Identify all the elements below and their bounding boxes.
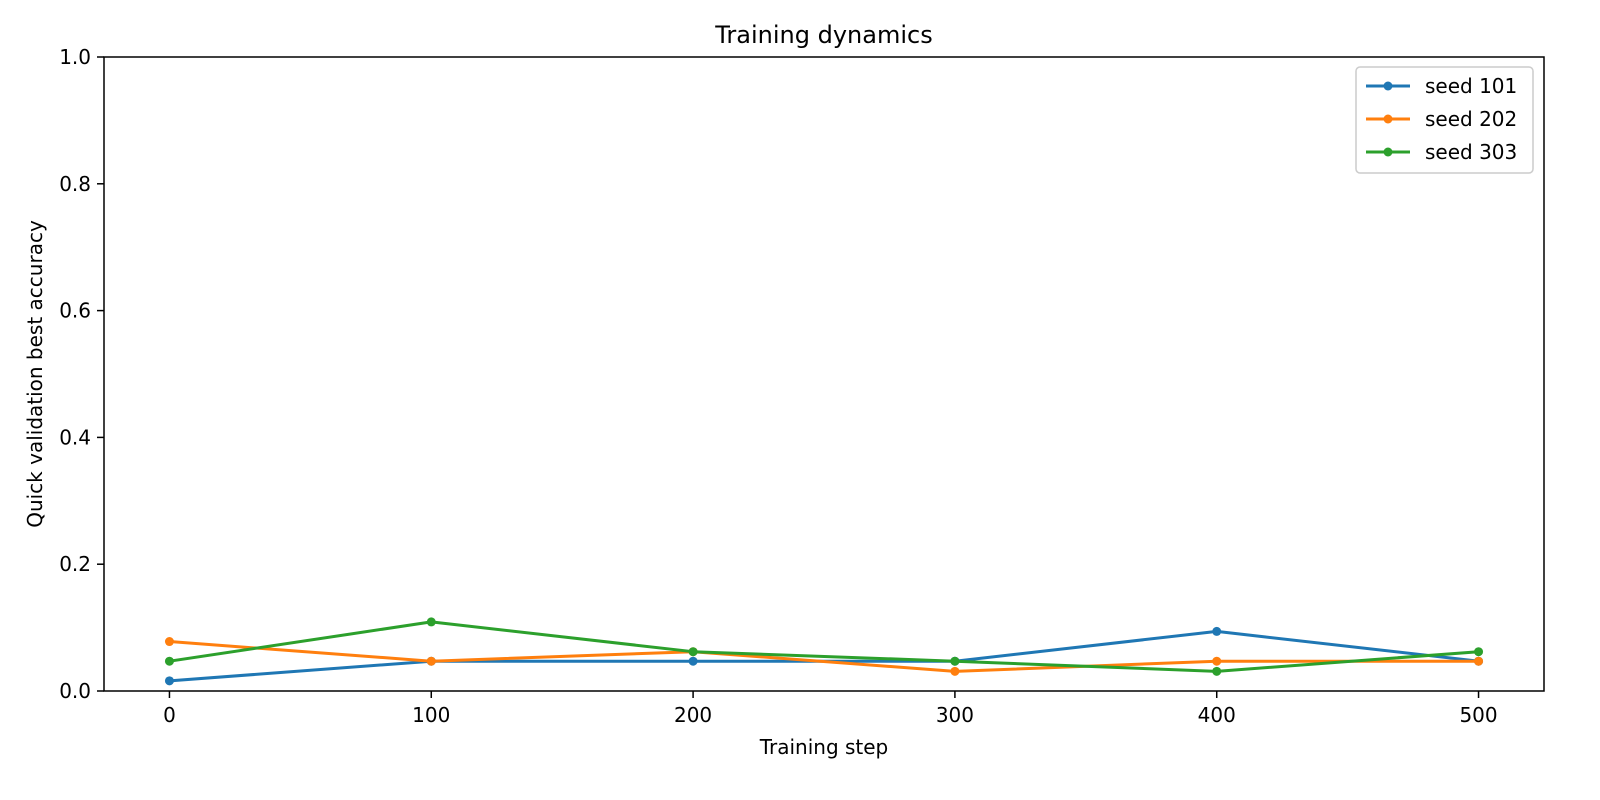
x-tick-label: 300 [936, 703, 974, 727]
data-point-series-3 [164, 656, 174, 666]
data-point-series-2 [1474, 656, 1484, 666]
data-point-series-1 [688, 656, 698, 666]
y-tick-label: 0.8 [59, 172, 91, 196]
data-point-series-3 [426, 617, 436, 627]
legend-label-series-3: seed 303 [1425, 140, 1517, 164]
legend-marker-series-1 [1383, 81, 1393, 91]
data-point-series-2 [164, 637, 174, 647]
x-axis-label: Training step [759, 735, 889, 759]
y-tick-label: 0.0 [59, 679, 91, 703]
x-tick-label: 100 [412, 703, 450, 727]
legend-box [1355, 66, 1534, 174]
data-point-series-2 [426, 656, 436, 666]
y-tick-label: 0.6 [59, 299, 91, 323]
data-point-series-3 [1212, 666, 1222, 676]
data-point-series-3 [950, 656, 960, 666]
data-point-series-1 [164, 676, 174, 686]
data-point-series-3 [688, 647, 698, 657]
plot-marks [164, 617, 1484, 686]
y-axis-label: Quick validation best accuracy [23, 220, 47, 528]
legend-label-series-1: seed 101 [1425, 74, 1517, 98]
series-line-3 [167, 620, 1481, 673]
data-point-series-2 [1212, 656, 1222, 666]
legend-marker-series-3 [1383, 147, 1393, 157]
y-tick-label: 0.4 [59, 425, 91, 449]
x-axis: 0 100 200 300 400 500 [163, 691, 1498, 727]
legend-label-series-2: seed 202 [1425, 107, 1517, 131]
x-tick-label: 200 [674, 703, 712, 727]
x-tick-label: 500 [1459, 703, 1497, 727]
chart-title: Training dynamics [714, 21, 932, 49]
series-line-2 [167, 639, 1481, 673]
plot-frame [103, 56, 1545, 692]
data-point-series-3 [1474, 647, 1484, 657]
data-point-series-2 [950, 666, 960, 676]
legend-marker-series-2 [1383, 114, 1393, 124]
y-tick-label: 1.0 [59, 45, 91, 69]
x-tick-label: 400 [1198, 703, 1236, 727]
y-tick-label: 0.2 [59, 552, 91, 576]
data-point-series-1 [1212, 626, 1222, 636]
legend: seed 101 seed 202 seed 303 [1355, 66, 1534, 174]
y-axis: 0.0 0.2 0.4 0.6 0.8 1.0 [59, 45, 104, 703]
x-tick-label: 0 [163, 703, 176, 727]
